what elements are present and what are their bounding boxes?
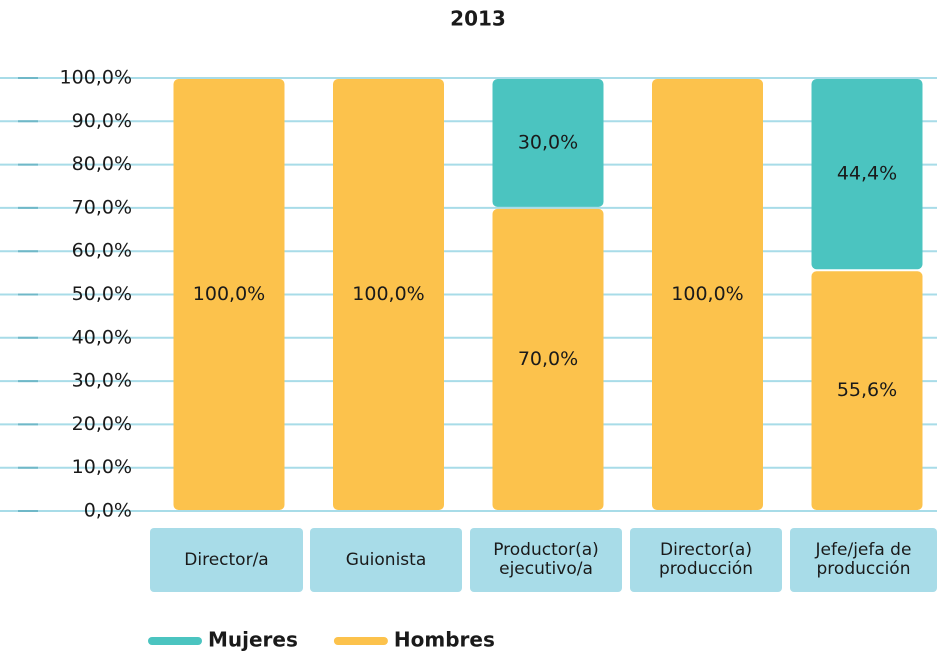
x-tick-label: Director(a) producción (630, 528, 782, 592)
y-tick-label: 40,0% (72, 326, 132, 348)
bar-segment (652, 79, 763, 510)
y-tick-label: 100,0% (60, 67, 132, 89)
bar-segment (811, 79, 923, 270)
data-label: 100,0% (193, 283, 265, 305)
y-tick-label: 80,0% (72, 153, 132, 175)
legend-label: Mujeres (208, 628, 298, 652)
y-tick-label: 60,0% (72, 240, 132, 262)
y-tick-label: 10,0% (72, 456, 132, 478)
x-tick-label: Guionista (310, 528, 462, 592)
legend-label: Hombres (394, 628, 495, 652)
y-tick-label: 0,0% (84, 500, 132, 522)
bar-segment (811, 271, 923, 510)
data-label: 44,4% (837, 163, 897, 185)
bar-segment (333, 79, 444, 510)
y-tick-label: 70,0% (72, 196, 132, 218)
y-tick-label: 20,0% (72, 413, 132, 435)
chart-title: 2013 (450, 7, 506, 31)
y-tick-label: 30,0% (72, 370, 132, 392)
x-tick-label: Director/a (150, 528, 303, 592)
y-tick-label: 50,0% (72, 283, 132, 305)
data-label: 70,0% (518, 348, 578, 370)
data-label: 55,6% (837, 379, 897, 401)
data-label: 100,0% (671, 283, 743, 305)
x-tick-label: Jefe/jefa de producción (790, 528, 937, 592)
bar-segment (173, 79, 285, 510)
data-label: 30,0% (518, 131, 578, 153)
data-label: 100,0% (352, 283, 424, 305)
x-tick-label: Productor(a) ejecutivo/a (470, 528, 622, 592)
y-tick-label: 90,0% (72, 110, 132, 132)
bar-segment (492, 208, 604, 510)
bar-segment (492, 79, 604, 207)
